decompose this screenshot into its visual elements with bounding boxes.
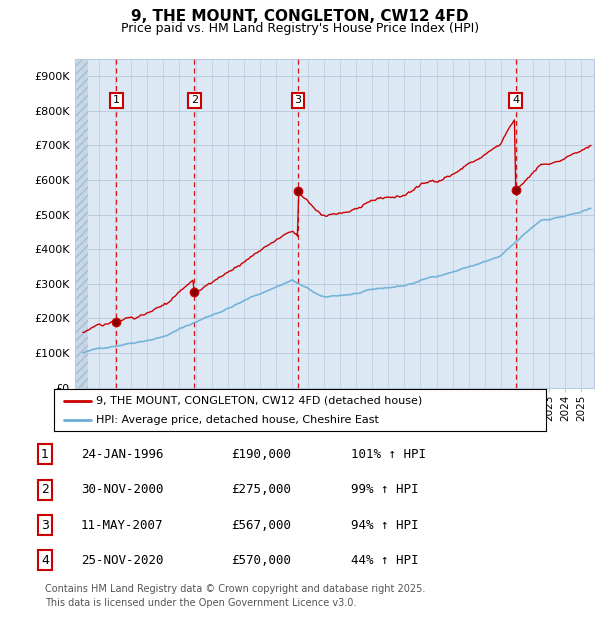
Text: 4: 4	[41, 554, 49, 567]
Text: £567,000: £567,000	[231, 519, 291, 531]
Text: 99% ↑ HPI: 99% ↑ HPI	[351, 484, 419, 496]
Text: 2: 2	[191, 95, 198, 105]
Text: £190,000: £190,000	[231, 448, 291, 461]
Text: Price paid vs. HM Land Registry's House Price Index (HPI): Price paid vs. HM Land Registry's House …	[121, 22, 479, 35]
Text: HPI: Average price, detached house, Cheshire East: HPI: Average price, detached house, Ches…	[96, 415, 379, 425]
Text: Contains HM Land Registry data © Crown copyright and database right 2025.: Contains HM Land Registry data © Crown c…	[45, 584, 425, 594]
Text: 44% ↑ HPI: 44% ↑ HPI	[351, 554, 419, 567]
Text: 3: 3	[41, 519, 49, 531]
Text: 25-NOV-2020: 25-NOV-2020	[81, 554, 163, 567]
Text: 30-NOV-2000: 30-NOV-2000	[81, 484, 163, 496]
Text: This data is licensed under the Open Government Licence v3.0.: This data is licensed under the Open Gov…	[45, 598, 356, 608]
Text: 2: 2	[41, 484, 49, 496]
Text: 4: 4	[512, 95, 519, 105]
Text: 94% ↑ HPI: 94% ↑ HPI	[351, 519, 419, 531]
Text: £570,000: £570,000	[231, 554, 291, 567]
Text: 9, THE MOUNT, CONGLETON, CW12 4FD: 9, THE MOUNT, CONGLETON, CW12 4FD	[131, 9, 469, 24]
Text: 3: 3	[295, 95, 301, 105]
Text: 11-MAY-2007: 11-MAY-2007	[81, 519, 163, 531]
Text: £275,000: £275,000	[231, 484, 291, 496]
Text: 1: 1	[113, 95, 120, 105]
Text: 101% ↑ HPI: 101% ↑ HPI	[351, 448, 426, 461]
Text: 1: 1	[41, 448, 49, 461]
Text: 9, THE MOUNT, CONGLETON, CW12 4FD (detached house): 9, THE MOUNT, CONGLETON, CW12 4FD (detac…	[96, 396, 422, 405]
Text: 24-JAN-1996: 24-JAN-1996	[81, 448, 163, 461]
Bar	[75, 59, 88, 388]
